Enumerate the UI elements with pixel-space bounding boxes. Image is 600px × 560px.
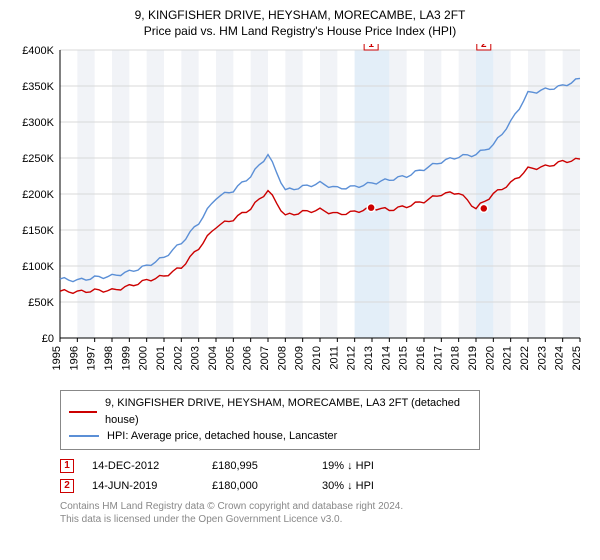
svg-text:1: 1 bbox=[368, 44, 374, 50]
svg-text:2011: 2011 bbox=[328, 346, 340, 370]
svg-text:2: 2 bbox=[481, 44, 487, 50]
svg-text:£150K: £150K bbox=[22, 225, 54, 237]
sale-delta: 30% ↓ HPI bbox=[322, 480, 432, 492]
svg-text:£50K: £50K bbox=[28, 297, 54, 309]
svg-text:2021: 2021 bbox=[502, 346, 514, 370]
footnote-line: This data is licensed under the Open Gov… bbox=[60, 513, 590, 526]
svg-text:2019: 2019 bbox=[467, 346, 479, 370]
sale-date: 14-JUN-2019 bbox=[92, 480, 212, 492]
legend-label: HPI: Average price, detached house, Lanc… bbox=[107, 428, 337, 445]
svg-text:1997: 1997 bbox=[86, 346, 98, 370]
svg-text:2014: 2014 bbox=[380, 346, 392, 370]
svg-text:2008: 2008 bbox=[276, 346, 288, 370]
footnote: Contains HM Land Registry data © Crown c… bbox=[60, 500, 590, 526]
sale-marker-icon: 2 bbox=[60, 479, 74, 493]
svg-text:1999: 1999 bbox=[120, 346, 132, 370]
svg-text:1998: 1998 bbox=[103, 346, 115, 370]
svg-text:2013: 2013 bbox=[363, 346, 375, 370]
svg-text:£350K: £350K bbox=[22, 81, 54, 93]
svg-text:2009: 2009 bbox=[294, 346, 306, 370]
svg-text:2017: 2017 bbox=[432, 346, 444, 370]
svg-text:2004: 2004 bbox=[207, 346, 219, 370]
sale-row: 2 14-JUN-2019 £180,000 30% ↓ HPI bbox=[60, 476, 590, 496]
svg-text:2005: 2005 bbox=[224, 346, 236, 370]
legend-label: 9, KINGFISHER DRIVE, HEYSHAM, MORECAMBE,… bbox=[105, 395, 471, 428]
svg-text:£300K: £300K bbox=[22, 117, 54, 129]
svg-text:£400K: £400K bbox=[22, 45, 54, 57]
page-subtitle: Price paid vs. HM Land Registry's House … bbox=[10, 24, 590, 38]
sale-date: 14-DEC-2012 bbox=[92, 460, 212, 472]
sale-price: £180,995 bbox=[212, 460, 322, 472]
svg-text:£250K: £250K bbox=[22, 153, 54, 165]
svg-text:2025: 2025 bbox=[571, 346, 583, 370]
price-chart: £0 £50K £100K £150K £200K £250K £300K £350K £400… bbox=[10, 44, 590, 384]
legend-row: HPI: Average price, detached house, Lanc… bbox=[69, 428, 471, 445]
sale-row: 1 14-DEC-2012 £180,995 19% ↓ HPI bbox=[60, 456, 590, 476]
svg-text:2015: 2015 bbox=[398, 346, 410, 370]
svg-text:2010: 2010 bbox=[311, 346, 323, 370]
svg-text:2012: 2012 bbox=[346, 346, 358, 370]
sale-price: £180,000 bbox=[212, 480, 322, 492]
legend-swatch bbox=[69, 435, 99, 437]
svg-text:2006: 2006 bbox=[242, 346, 254, 370]
legend-swatch bbox=[69, 411, 97, 413]
svg-text:1995: 1995 bbox=[51, 346, 63, 370]
svg-text:2020: 2020 bbox=[484, 346, 496, 370]
legend: 9, KINGFISHER DRIVE, HEYSHAM, MORECAMBE,… bbox=[60, 390, 480, 450]
svg-text:2023: 2023 bbox=[536, 346, 548, 370]
svg-text:2001: 2001 bbox=[155, 346, 167, 370]
svg-text:2000: 2000 bbox=[138, 346, 150, 370]
sale-delta: 19% ↓ HPI bbox=[322, 460, 432, 472]
sale-marker-icon: 1 bbox=[60, 459, 74, 473]
page-title: 9, KINGFISHER DRIVE, HEYSHAM, MORECAMBE,… bbox=[10, 8, 590, 22]
svg-text:2003: 2003 bbox=[190, 346, 202, 370]
svg-text:£100K: £100K bbox=[22, 261, 54, 273]
svg-text:2024: 2024 bbox=[554, 346, 566, 370]
svg-text:2007: 2007 bbox=[259, 346, 271, 370]
svg-text:2018: 2018 bbox=[450, 346, 462, 370]
svg-text:£0: £0 bbox=[42, 333, 54, 345]
svg-text:2002: 2002 bbox=[172, 346, 184, 370]
legend-row: 9, KINGFISHER DRIVE, HEYSHAM, MORECAMBE,… bbox=[69, 395, 471, 428]
svg-text:2016: 2016 bbox=[415, 346, 427, 370]
footnote-line: Contains HM Land Registry data © Crown c… bbox=[60, 500, 590, 513]
svg-text:£200K: £200K bbox=[22, 189, 54, 201]
svg-text:2022: 2022 bbox=[519, 346, 531, 370]
svg-text:1996: 1996 bbox=[68, 346, 80, 370]
